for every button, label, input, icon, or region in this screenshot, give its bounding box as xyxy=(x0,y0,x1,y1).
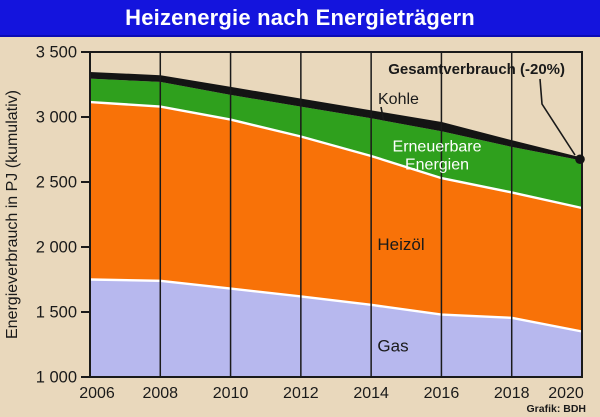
y-tick-label: 2 000 xyxy=(36,239,77,257)
title-bar: Heizenergie nach Energieträgern xyxy=(0,0,600,37)
credit-label: Grafik: BDH xyxy=(526,403,586,415)
kohle-label: Kohle xyxy=(378,91,419,108)
gesamtverbrauch-label: Gesamtverbrauch (-20%) xyxy=(388,61,565,78)
gas-area xyxy=(90,279,582,377)
y-tick-label: 3 000 xyxy=(36,109,77,127)
y-tick-label: 1 000 xyxy=(36,369,77,387)
kohle-leader-line xyxy=(380,106,385,121)
heizoel-erneuerbare-separator xyxy=(89,100,583,210)
x-tick-label: 2008 xyxy=(142,385,178,402)
gesamtverbrauch-leader-line xyxy=(539,78,576,156)
erneuerbare-label-line2: Energien xyxy=(405,157,469,174)
x-tick-label: 2010 xyxy=(213,385,249,402)
x-tick-label: 2012 xyxy=(283,385,319,402)
y-axis-title: Energieverbrauch in PJ (kumulativ) xyxy=(4,90,21,339)
x-tick-label: 2020 xyxy=(548,385,584,402)
x-tick-label: 2014 xyxy=(353,385,389,402)
gesamtverbrauch-endpoint-dot xyxy=(575,154,585,165)
gas-heizoel-separator xyxy=(89,278,583,333)
y-tick-label: 1 500 xyxy=(36,304,77,322)
erneuerbare-label-line1: Erneuerbare xyxy=(393,139,482,156)
x-tick-label: 2006 xyxy=(79,385,115,402)
heizoel-area xyxy=(90,102,582,332)
chart-title: Heizenergie nach Energieträgern xyxy=(125,4,475,30)
gesamtverbrauch-line xyxy=(89,71,583,161)
x-tick-label: 2016 xyxy=(424,385,460,402)
y-tick-label: 2 500 xyxy=(36,174,77,192)
erneuerbare-energien-area xyxy=(90,78,582,209)
heizoel-label: Heizöl xyxy=(377,235,424,254)
x-tick-label: 2018 xyxy=(494,385,530,402)
y-tick-label: 3 500 xyxy=(36,44,77,62)
plot-border xyxy=(89,51,583,378)
gas-label: Gas xyxy=(377,337,408,356)
